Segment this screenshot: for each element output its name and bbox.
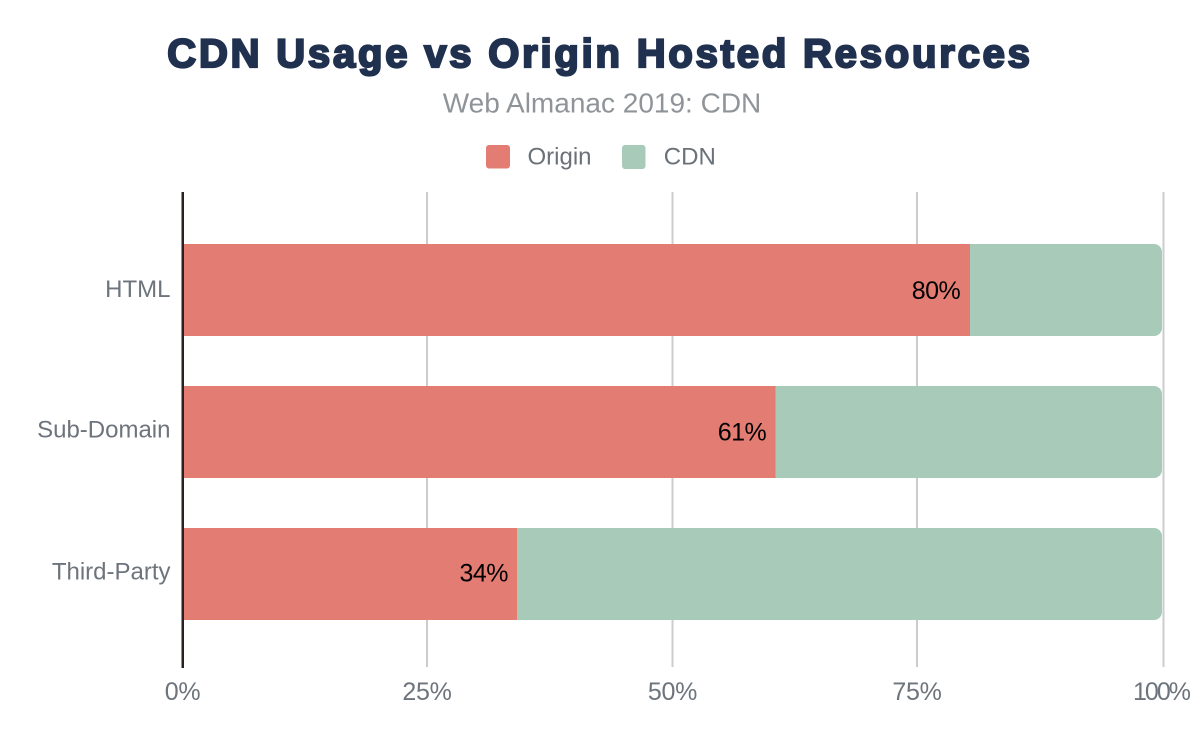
svg-text:0%: 0% bbox=[165, 678, 201, 706]
svg-text:25%: 25% bbox=[402, 678, 451, 706]
svg-text:Third-Party: Third-Party bbox=[52, 559, 171, 586]
svg-text:100%: 100% bbox=[1133, 678, 1191, 706]
svg-text:50%: 50% bbox=[648, 678, 697, 706]
svg-text:34%: 34% bbox=[459, 560, 508, 588]
svg-text:HTML: HTML bbox=[105, 276, 170, 303]
svg-text:CDN Usage vs Origin Hosted Res: CDN Usage vs Origin Hosted Resources bbox=[167, 32, 1032, 76]
svg-text:75%: 75% bbox=[892, 678, 941, 706]
svg-text:80%: 80% bbox=[912, 277, 961, 305]
svg-text:CDN: CDN bbox=[664, 144, 716, 171]
svg-text:Origin: Origin bbox=[528, 144, 592, 171]
svg-text:Web Almanac 2019: CDN: Web Almanac 2019: CDN bbox=[443, 88, 762, 119]
svg-text:Sub-Domain: Sub-Domain bbox=[37, 417, 170, 444]
svg-text:61%: 61% bbox=[718, 419, 767, 447]
